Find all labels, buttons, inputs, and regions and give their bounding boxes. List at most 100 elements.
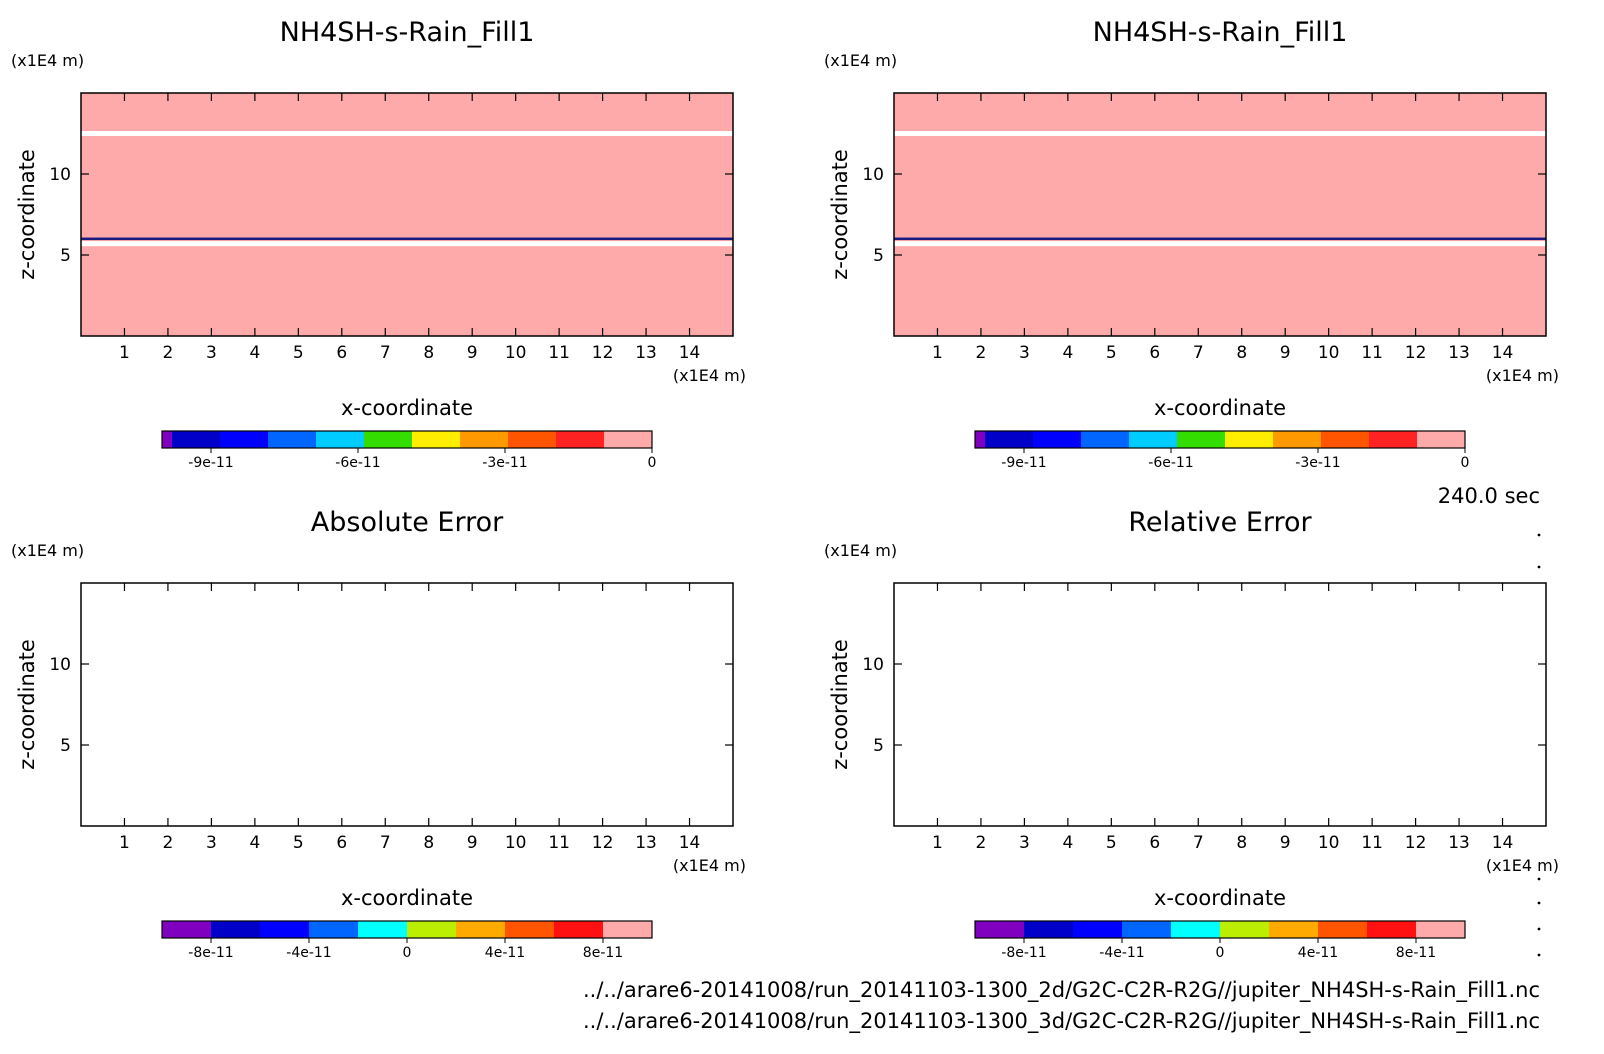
x-tick-label: 12 (592, 833, 614, 853)
x-tick-label: 3 (206, 833, 217, 853)
panel-2: NH4SH-s-Rain_Fill1(x1E4 m)1 2 3 4 5 6 7 8 9 10 11 1… (824, 17, 1559, 471)
x-tick-label: 12 (592, 343, 614, 363)
x-tick-label: 6 (1149, 833, 1160, 853)
colorbar-tick-label: -4e-11 (1099, 945, 1144, 961)
time-label: 240.0 sec (1438, 484, 1540, 508)
x-tick-label: 11 (1361, 343, 1383, 363)
y-tick-label: 10 (49, 655, 71, 675)
colorbar-swatch (260, 921, 310, 938)
panels-layer: NH4SH-s-Rain_Fill1(x1E4 m)1 2 3 4 5 6 7 8 9 10 11 1… (11, 17, 1559, 961)
colorbar-tick-label: -6e-11 (1148, 455, 1193, 471)
x-tick-label: 7 (380, 343, 391, 363)
colorbar-swatch (460, 431, 509, 448)
margin-dot (1537, 533, 1541, 537)
x-tick-label: 9 (1280, 833, 1291, 853)
colorbar-swatch (1417, 431, 1466, 448)
x-tick-label: 14 (679, 343, 701, 363)
x-tick-label: 2 (163, 343, 174, 363)
footer-path-line-1: ../../arare6-20141008/run_20141103-1300_… (583, 978, 1540, 1003)
colorbar-swatch (975, 921, 1025, 938)
colorbar-swatch (1321, 431, 1370, 448)
colorbar-swatch (220, 431, 269, 448)
x-axis-title: x-coordinate (341, 886, 473, 910)
colorbar-swatch (412, 431, 461, 448)
colorbar-swatch (1171, 921, 1221, 938)
panel-title: NH4SH-s-Rain_Fill1 (1093, 17, 1348, 48)
colorbar-tick-label: -9e-11 (1001, 455, 1046, 471)
x-tick-label: 5 (1106, 343, 1117, 363)
colorbar-tick-label: 4e-11 (1298, 945, 1338, 961)
colorbar-swatch (1220, 921, 1270, 938)
plot-background (894, 93, 1546, 336)
x-tick-label: 13 (635, 833, 657, 853)
colorbar-tick-label: 0 (1216, 945, 1225, 961)
x-unit-label: (x1E4 m) (673, 366, 746, 385)
x-tick-label: 11 (548, 343, 570, 363)
margin-dot (1537, 565, 1541, 569)
plot-background (81, 93, 733, 336)
colorbar-swatch (1073, 921, 1123, 938)
contour-band-2 (894, 237, 1546, 241)
x-axis-title: x-coordinate (1154, 396, 1286, 420)
colorbar-swatch (1177, 431, 1226, 448)
x-unit-label: (x1E4 m) (1486, 856, 1559, 875)
x-tick-label: 8 (423, 833, 434, 853)
x-tick-label: 11 (548, 833, 570, 853)
y-tick-label: 5 (60, 246, 71, 266)
x-tick-label: 13 (1448, 343, 1470, 363)
colorbar-swatch (1122, 921, 1172, 938)
colorbar-swatch (1269, 921, 1319, 938)
x-tick-label: 6 (1149, 343, 1160, 363)
x-tick-label: 14 (679, 833, 701, 853)
colorbar-swatch (162, 431, 173, 448)
x-tick-label: 10 (1318, 343, 1340, 363)
panel-title: NH4SH-s-Rain_Fill1 (280, 17, 535, 48)
x-tick-label: 8 (423, 343, 434, 363)
colorbar-tick-label: 0 (403, 945, 412, 961)
y-tick-label: 5 (873, 736, 884, 756)
x-tick-label: 10 (505, 833, 527, 853)
y-axis-title: z-coordinate (828, 149, 852, 280)
x-tick-label: 10 (505, 343, 527, 363)
colorbar-swatch (1369, 431, 1418, 448)
x-tick-label: 13 (635, 343, 657, 363)
panel-title: Relative Error (1128, 507, 1312, 538)
x-tick-label: 14 (1492, 833, 1514, 853)
x-tick-label: 14 (1492, 343, 1514, 363)
colorbar-swatch (556, 431, 605, 448)
x-tick-label: 4 (249, 343, 260, 363)
y-axis-title: z-coordinate (15, 149, 39, 280)
x-unit-label: (x1E4 m) (1486, 366, 1559, 385)
margin-dot (1537, 953, 1541, 957)
x-tick-label: 6 (336, 833, 347, 853)
x-tick-label: 3 (206, 343, 217, 363)
z-unit-label: (x1E4 m) (824, 51, 897, 70)
colorbar-tick-label: -6e-11 (335, 455, 380, 471)
colorbar-tick-label: 8e-11 (1396, 945, 1436, 961)
x-tick-label: 1 (932, 343, 943, 363)
x-tick-label: 2 (163, 833, 174, 853)
colorbar-swatch (268, 431, 317, 448)
z-unit-label: (x1E4 m) (824, 541, 897, 560)
x-tick-label: 9 (1280, 343, 1291, 363)
x-tick-label: 4 (249, 833, 260, 853)
colorbar-swatch (603, 921, 653, 938)
colorbar-swatch (358, 921, 408, 938)
colorbar-swatch (1081, 431, 1130, 448)
plot-background (81, 583, 733, 826)
x-tick-label: 4 (1062, 343, 1073, 363)
x-tick-label: 9 (467, 833, 478, 853)
colorbar-swatch (1367, 921, 1417, 938)
z-unit-label: (x1E4 m) (11, 541, 84, 560)
colorbar-swatch (505, 921, 555, 938)
contour-band-3 (894, 241, 1546, 247)
colorbar-swatch (316, 431, 365, 448)
x-unit-label: (x1E4 m) (673, 856, 746, 875)
colorbar-tick-label: 0 (1461, 455, 1470, 471)
contour-band-2 (81, 237, 733, 241)
x-axis-title: x-coordinate (1154, 886, 1286, 910)
colorbar-swatch (554, 921, 604, 938)
x-tick-label: 5 (293, 343, 304, 363)
colorbar-swatch (364, 431, 413, 448)
x-tick-label: 12 (1405, 343, 1427, 363)
